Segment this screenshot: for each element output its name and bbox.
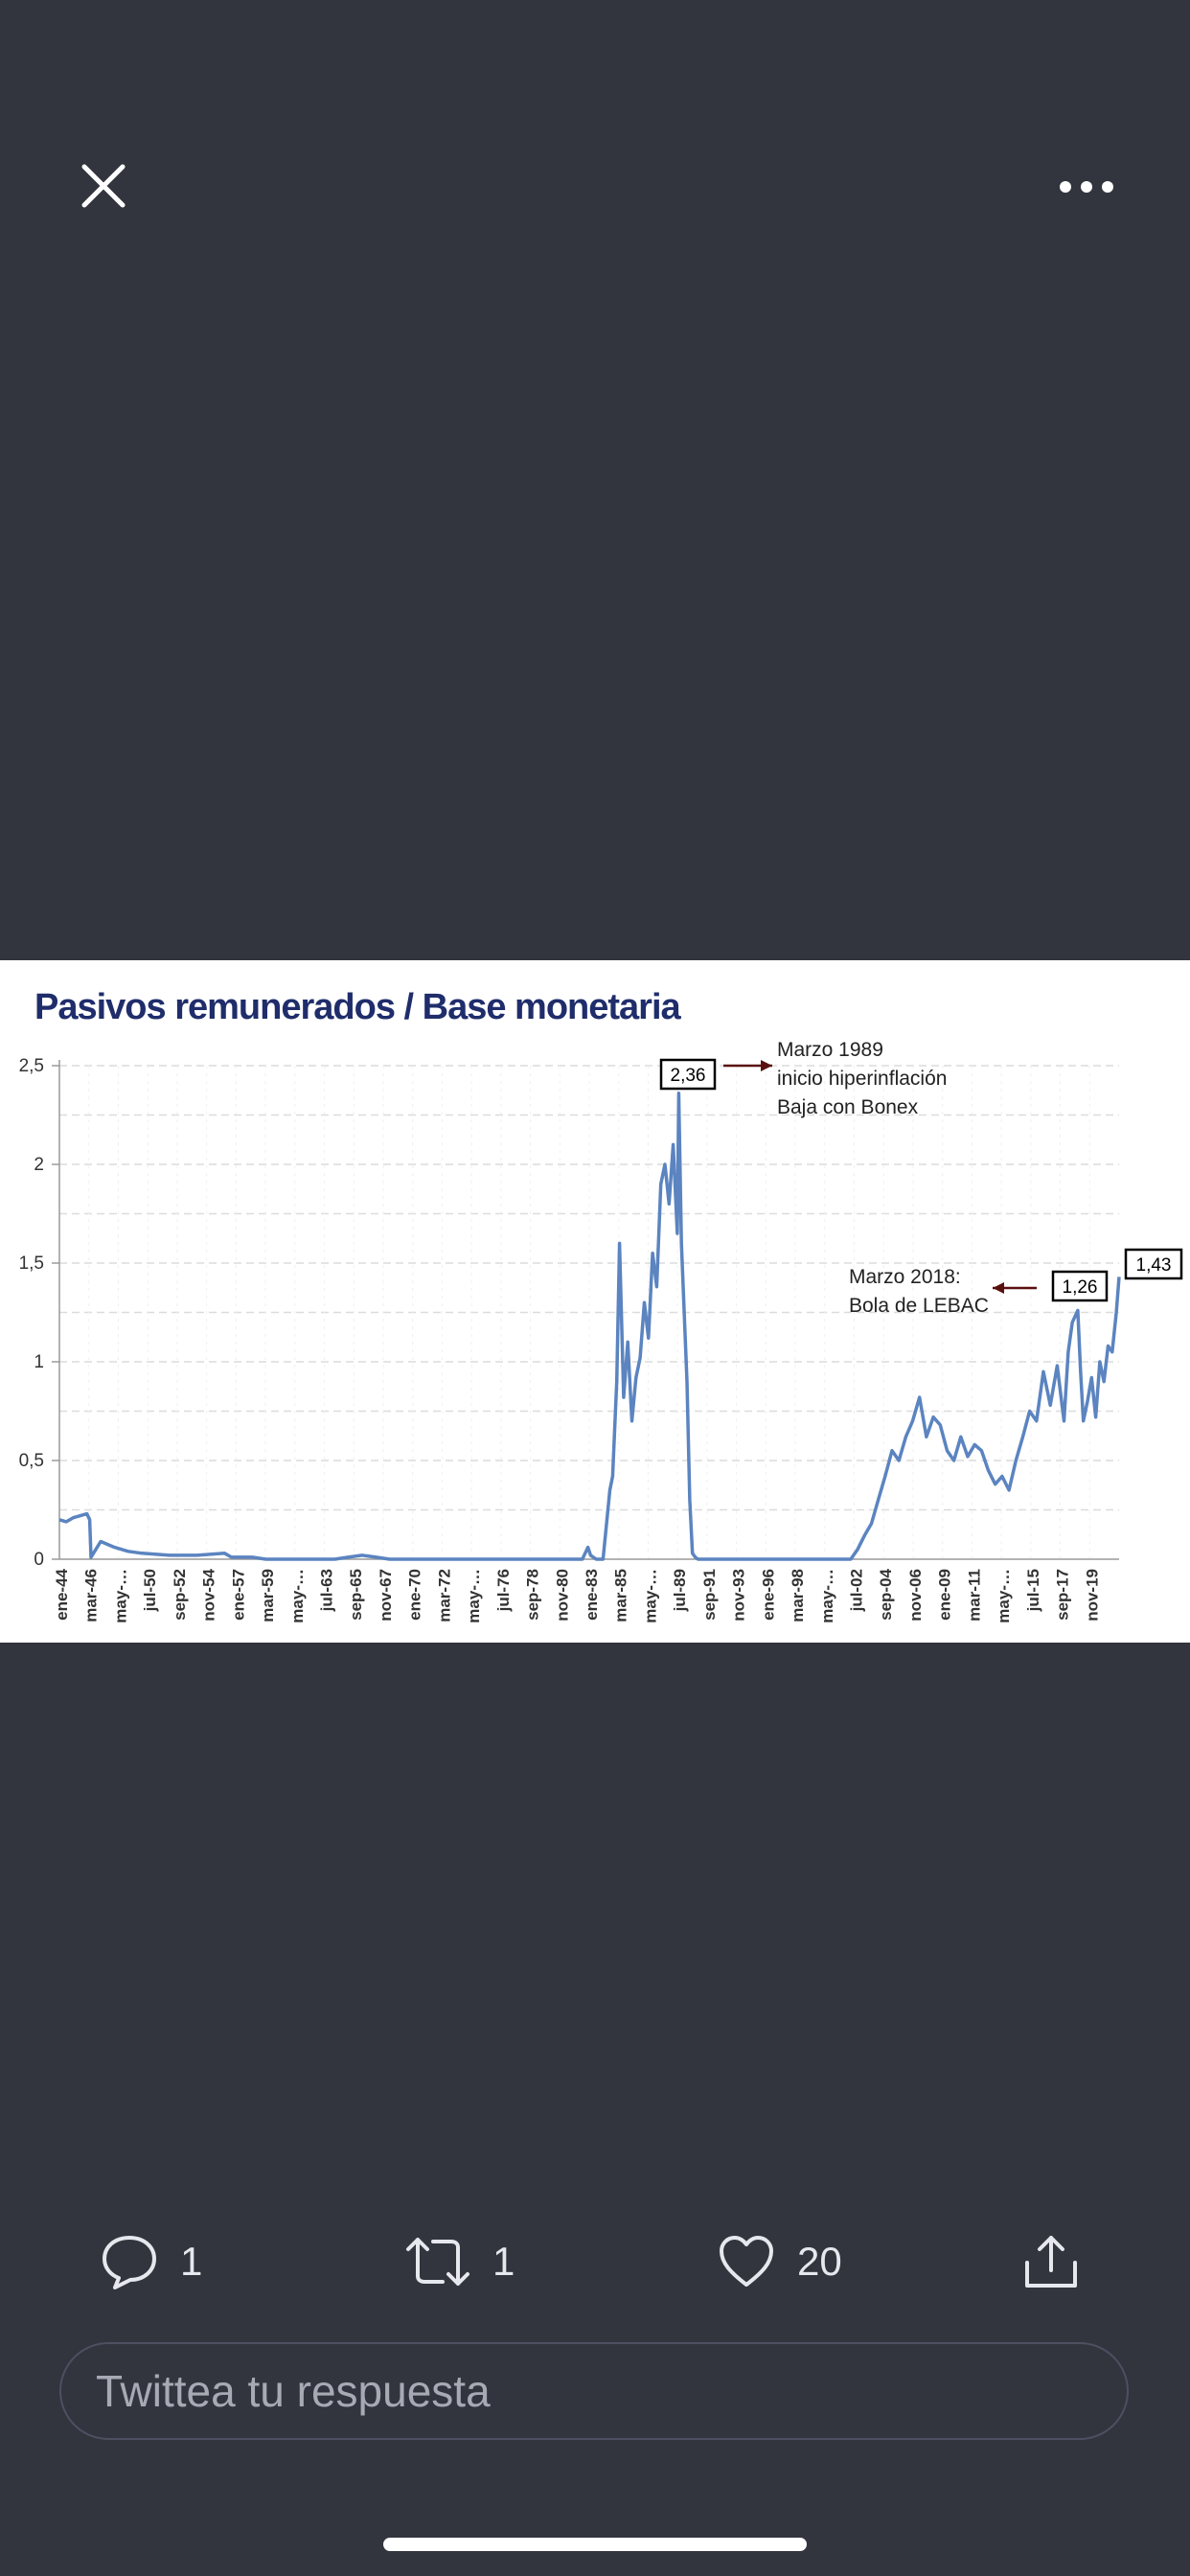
annotation-arrowhead [761, 1060, 772, 1071]
media-viewer-topbar [0, 0, 1190, 249]
chart-grid [59, 1065, 1119, 1559]
reply-icon [103, 2236, 156, 2289]
reply-input[interactable] [94, 2364, 1056, 2418]
y-tick-label: 2,5 [19, 1056, 44, 1076]
x-tick-label: may-… [995, 1569, 1013, 1623]
x-axis: ene-44 mar-46 may-… jul-50 sep-52 nov-54 ene-5… [53, 1558, 1119, 1623]
y-tick-label: 2 [34, 1155, 44, 1175]
x-tick-label: jul-63 [318, 1569, 336, 1612]
annotation-text: Marzo 1989 [777, 1039, 883, 1061]
heart-icon [720, 2236, 773, 2287]
x-tick-label: mar-85 [612, 1569, 630, 1622]
y-tick-label: 0,5 [19, 1451, 44, 1471]
x-tick-label: jul-50 [141, 1569, 159, 1612]
x-tick-label: sep-91 [700, 1569, 719, 1621]
more-horizontal-icon [1060, 181, 1113, 193]
x-tick-label: sep-04 [877, 1568, 895, 1620]
x-tick-label: ene-96 [759, 1569, 777, 1621]
x-tick-label: jul-89 [671, 1569, 689, 1612]
retweet-button[interactable]: 1 [404, 2214, 515, 2310]
x-tick-label: mar-72 [435, 1569, 453, 1622]
chart-annotations: 2,36 1,26 1,43 Marzo 1989 inicio hiperinflac… [659, 1039, 1183, 1317]
x-tick-label: nov-06 [906, 1569, 925, 1622]
x-tick-label: ene-09 [936, 1569, 954, 1621]
x-tick-label: ene-70 [406, 1569, 424, 1621]
close-button[interactable] [71, 153, 136, 218]
reply-button[interactable]: 1 [100, 2214, 202, 2310]
value-label: 1,26 [1063, 1277, 1098, 1298]
chart-title: Pasivos remunerados / Base monetaria [34, 987, 682, 1027]
x-tick-label: nov-19 [1083, 1569, 1101, 1622]
annotation-text: inicio hiperinflación [777, 1068, 947, 1090]
retweet-count: 1 [492, 2239, 515, 2284]
x-tick-label: mar-11 [965, 1569, 983, 1622]
x-tick-label: may-… [818, 1569, 836, 1623]
series-line [58, 1092, 1121, 1561]
reply-box[interactable] [59, 2342, 1129, 2440]
y-tick-label: 1,5 [19, 1254, 44, 1274]
x-tick-label: sep-65 [347, 1569, 365, 1621]
x-tick-label: nov-93 [730, 1569, 748, 1622]
x-tick-label: may-… [465, 1569, 483, 1623]
x-tick-label: may-… [288, 1569, 307, 1623]
x-tick-label: jul-15 [1024, 1569, 1042, 1612]
like-count: 20 [797, 2239, 842, 2284]
retweet-icon [406, 2238, 469, 2286]
y-axis: 0 0,5 1 1,5 2 2,5 [19, 1056, 60, 1570]
home-indicator[interactable] [383, 2538, 807, 2551]
x-tick-label: sep-78 [524, 1569, 542, 1621]
x-tick-label: ene-57 [229, 1569, 247, 1621]
value-label-box [1051, 1270, 1109, 1302]
share-icon [1025, 2236, 1077, 2288]
tweet-actions: 1 1 20 [0, 2214, 1190, 2310]
x-tick-label: mar-59 [259, 1569, 277, 1622]
line-chart: Pasivos remunerados / Base monetaria 0 0,… [19, 987, 1183, 1623]
x-tick-label: sep-17 [1054, 1569, 1072, 1621]
x-tick-label: ene-83 [583, 1569, 601, 1621]
y-tick-label: 1 [34, 1352, 44, 1372]
like-button[interactable]: 20 [717, 2214, 842, 2310]
x-tick-label: nov-67 [377, 1569, 395, 1622]
x-tick-label: jul-02 [848, 1569, 866, 1612]
y-tick-label: 0 [34, 1550, 44, 1570]
x-tick-label: sep-52 [171, 1569, 189, 1621]
share-button[interactable] [1021, 2214, 1081, 2310]
annotation-arrowhead [993, 1282, 1004, 1294]
annotation-text: Marzo 2018: [849, 1266, 961, 1288]
value-label: 1,43 [1136, 1255, 1172, 1276]
x-tick-label: mar-46 [82, 1569, 101, 1622]
x-tick-label: may-… [641, 1569, 659, 1623]
value-label-box [1124, 1248, 1183, 1280]
tweet-image[interactable]: Pasivos remunerados / Base monetaria 0 0,… [0, 960, 1190, 1643]
x-tick-label: jul-76 [494, 1569, 513, 1612]
annotation-text: Bola de LEBAC [849, 1295, 989, 1317]
x-tick-label: nov-54 [200, 1568, 218, 1621]
more-options-button[interactable] [1052, 163, 1121, 211]
close-icon [81, 164, 126, 208]
annotation-text: Baja con Bonex [777, 1096, 919, 1118]
value-label-box [659, 1058, 717, 1091]
x-tick-label: nov-80 [553, 1569, 571, 1622]
x-tick-label: mar-98 [789, 1569, 807, 1622]
reply-count: 1 [180, 2239, 203, 2284]
value-label: 2,36 [671, 1066, 706, 1086]
x-tick-label: ene-44 [53, 1568, 71, 1620]
x-tick-label: may-… [111, 1569, 129, 1623]
